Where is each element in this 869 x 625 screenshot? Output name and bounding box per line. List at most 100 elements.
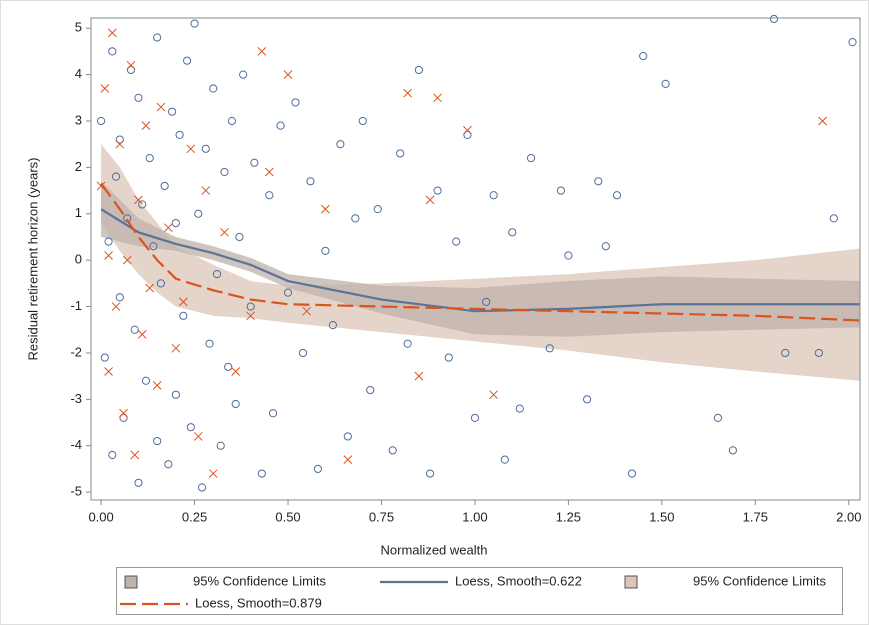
legend-label: 95% Confidence Limits <box>193 573 326 588</box>
point <box>153 436 162 446</box>
point <box>470 413 480 422</box>
point <box>107 28 117 38</box>
y-axis-label: Residual retirement horizon (years) <box>25 157 40 360</box>
point <box>848 38 857 47</box>
point <box>220 167 229 177</box>
point <box>829 214 838 223</box>
point <box>119 408 128 418</box>
point <box>111 302 121 311</box>
point <box>186 423 195 432</box>
x-tick-label: 1.50 <box>649 509 674 524</box>
point <box>96 116 106 126</box>
x-tick-label: 0.75 <box>369 509 394 524</box>
point <box>235 232 244 242</box>
point <box>108 450 117 460</box>
point <box>111 172 121 181</box>
point <box>264 167 274 177</box>
point <box>193 432 203 441</box>
point <box>403 339 412 348</box>
bands <box>101 144 860 381</box>
point <box>444 353 453 362</box>
x-tick-label: 0.00 <box>88 509 113 524</box>
point <box>594 177 603 186</box>
point <box>141 376 151 385</box>
legend: 95% Confidence Limits Loess, Smooth=0.622… <box>120 573 826 610</box>
y-tick-label: -4 <box>70 437 82 452</box>
point <box>179 311 188 320</box>
point <box>156 102 166 112</box>
point <box>168 107 177 116</box>
point <box>115 293 124 302</box>
point <box>328 321 337 330</box>
point <box>145 283 155 293</box>
point <box>119 413 128 422</box>
point <box>164 223 173 233</box>
point <box>171 343 181 353</box>
point <box>190 19 199 28</box>
point <box>306 177 315 186</box>
point <box>208 469 218 478</box>
x-tick-label: 2.00 <box>836 509 861 524</box>
point <box>115 139 125 149</box>
point <box>209 84 218 93</box>
point <box>178 297 188 307</box>
plot-border <box>90 17 861 501</box>
point <box>246 311 255 321</box>
point <box>115 135 124 144</box>
point <box>425 469 435 478</box>
point <box>343 455 353 464</box>
point <box>661 79 670 88</box>
point <box>104 237 113 246</box>
point <box>508 228 517 237</box>
point <box>639 51 648 61</box>
point <box>130 450 140 460</box>
point <box>134 195 143 205</box>
point <box>545 344 554 353</box>
point <box>433 93 442 103</box>
x-tick-label: 0.25 <box>182 509 207 524</box>
y-tick-label: 2 <box>75 159 82 174</box>
point <box>137 330 147 339</box>
point <box>201 186 211 195</box>
point <box>302 306 312 316</box>
point <box>321 246 330 255</box>
point <box>818 116 827 126</box>
point <box>556 186 566 195</box>
point <box>134 93 143 102</box>
legend-label: 95% Confidence Limits <box>693 573 826 588</box>
point <box>231 367 241 376</box>
point <box>276 121 285 130</box>
point <box>769 14 779 24</box>
point <box>175 130 184 140</box>
point <box>250 158 259 167</box>
point <box>100 84 110 93</box>
point <box>403 88 413 98</box>
point <box>227 116 237 126</box>
point <box>489 191 498 200</box>
point <box>489 390 498 400</box>
y-tick-label: 4 <box>75 66 82 81</box>
point <box>145 154 154 163</box>
point <box>582 395 592 404</box>
legend-label: Loess, Smooth=0.622 <box>455 573 582 588</box>
point <box>257 469 266 478</box>
point <box>231 399 240 409</box>
point <box>814 348 823 358</box>
point <box>388 446 397 455</box>
point <box>373 205 382 214</box>
point <box>500 455 509 464</box>
point <box>351 214 360 223</box>
point <box>291 98 300 107</box>
point <box>126 60 136 70</box>
point <box>160 181 169 191</box>
point <box>153 33 162 42</box>
point <box>433 186 442 195</box>
point <box>313 464 323 474</box>
x-tick-label: 1.25 <box>556 509 581 524</box>
point <box>197 483 207 492</box>
x-axis-label: Normalized wealth <box>381 542 488 557</box>
point <box>171 390 180 399</box>
point <box>104 251 113 260</box>
point <box>182 56 192 65</box>
